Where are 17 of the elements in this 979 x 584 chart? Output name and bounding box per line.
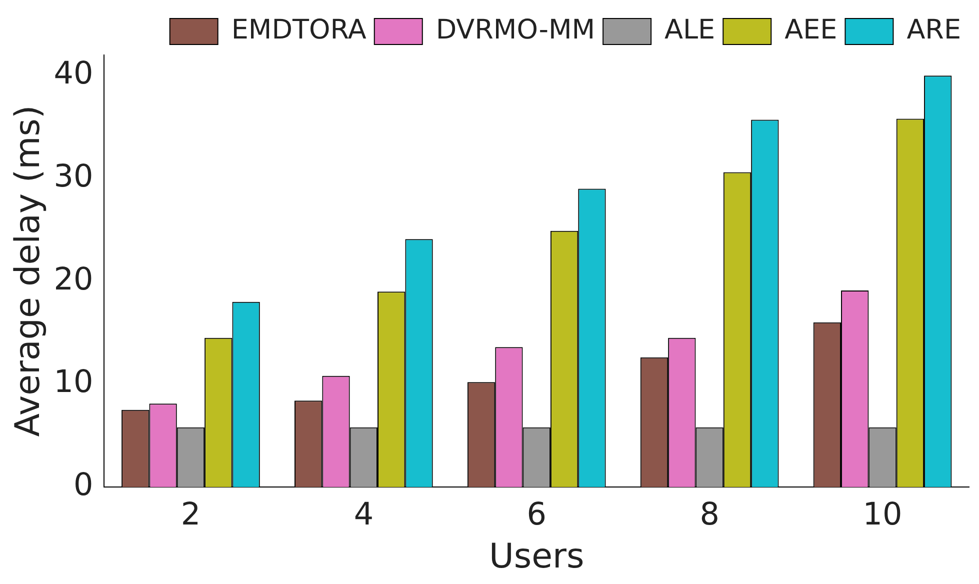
x-tick-label: 10 [862,496,902,533]
legend-label: DVRMO-MM [436,14,596,46]
y-tick-label: 30 [54,158,94,194]
x-tick-label: 4 [354,496,374,533]
x-tick-label: 8 [700,496,720,533]
legend-label: EMDTORA [231,14,367,46]
legend-label: ARE [906,14,962,46]
legend-label: ALE [664,14,716,46]
x-tick-label: 6 [526,496,546,533]
y-axis-title: Average delay (ms) [8,105,48,437]
x-axis-title: Users [489,536,584,576]
y-tick-label: 40 [54,56,94,92]
x-tick-label: 2 [180,496,201,533]
y-tick-label: 0 [74,467,94,504]
y-tick-label: 20 [54,261,94,298]
y-tick-label: 10 [54,364,94,400]
legend-label: AEE [784,14,838,46]
